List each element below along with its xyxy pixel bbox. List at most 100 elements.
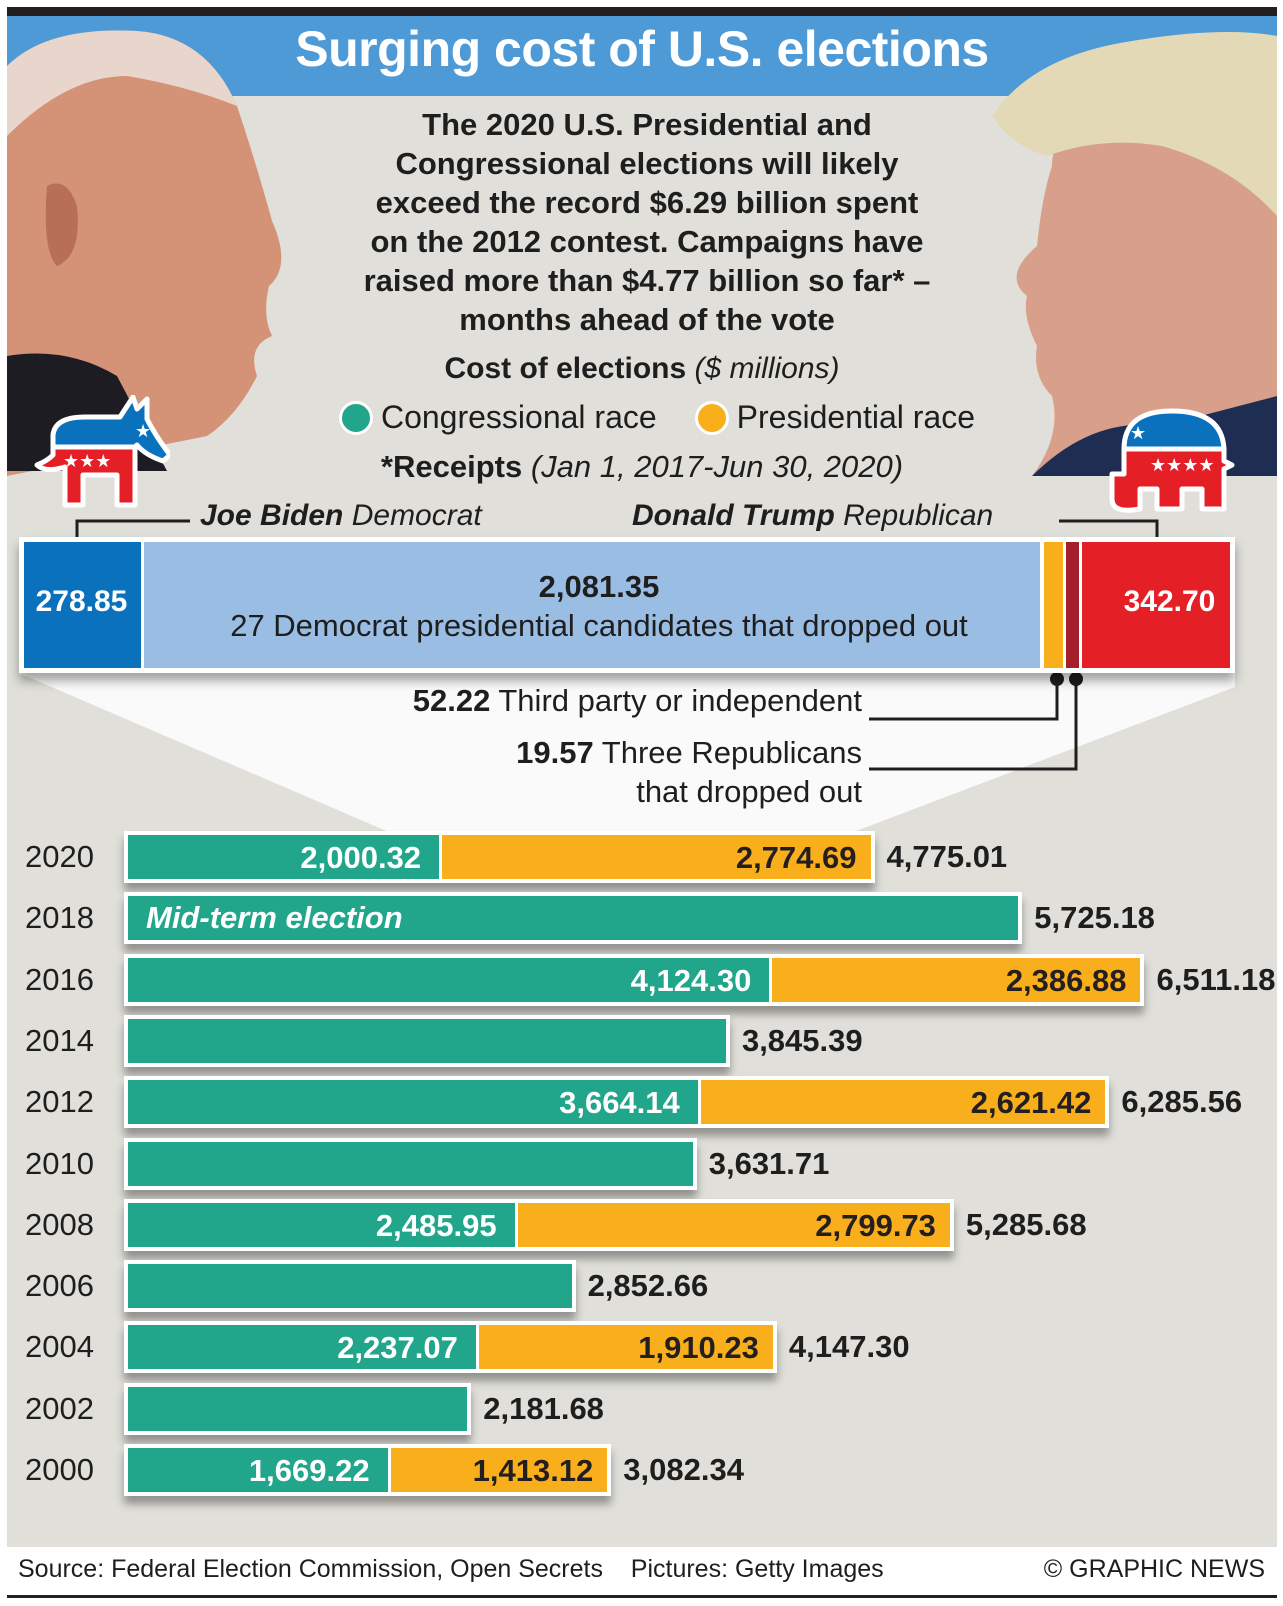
bar-row-2012: 3,664.14 2,621.42 — [124, 1076, 1110, 1129]
bar-row-2018 — [124, 892, 1023, 945]
bar-row-2008: 2,485.95 2,799.73 — [124, 1198, 954, 1251]
legend-swatch-congressional — [338, 400, 373, 435]
bar-congressional — [128, 1080, 698, 1125]
bar-total-label: 3,845.39 — [741, 1022, 863, 1058]
bar-congressional — [128, 1264, 572, 1309]
intro-line: The 2020 U.S. Presidential and — [422, 107, 872, 142]
bar-total-label: 2,852.66 — [587, 1268, 709, 1304]
dropped-democrats-text: 2,081.35 27 Democrat presidential candid… — [144, 567, 1054, 645]
bar-presidential — [772, 957, 1141, 1002]
bar-total-label: 3,631.71 — [708, 1145, 830, 1181]
trump-party: Republican — [843, 499, 994, 532]
bar-row-2010 — [124, 1137, 697, 1190]
biden-name: Joe Biden — [200, 499, 344, 532]
bar-label-congressional: 3,664.14 — [559, 1085, 680, 1121]
bar-congressional — [128, 1448, 388, 1492]
midterm-annotation: Mid-term election — [146, 900, 403, 936]
year-label: 2000 — [25, 1452, 94, 1487]
bar-label-presidential: 1,413.12 — [472, 1453, 594, 1488]
bar-congressional — [128, 1141, 693, 1186]
bar-row-2006 — [124, 1260, 576, 1313]
democrat-donkey-icon: ★ ★★★ — [34, 395, 170, 508]
intro-text: The 2020 U.S. Presidential and Congressi… — [307, 105, 987, 339]
bar-congressional — [128, 1386, 468, 1431]
year-label: 2008 — [25, 1206, 94, 1242]
bar-total-label: 2,181.68 — [483, 1390, 604, 1426]
funnel-graphic — [19, 519, 1235, 842]
bar-row-2020: 2,000.32 2,774.69 — [124, 831, 875, 883]
year-label: 2016 — [25, 961, 94, 997]
bar-total-label: 6,285.56 — [1121, 1084, 1243, 1120]
biden-value: 278.85 — [35, 585, 128, 618]
bar-label-presidential: 2,799.73 — [815, 1207, 936, 1243]
bar-label-congressional: 4,124.30 — [630, 962, 752, 998]
bar-label-presidential: 1,910.23 — [638, 1330, 759, 1366]
year-label: 2010 — [25, 1145, 94, 1181]
copyright-credit: © GRAPHIC NEWS — [1043, 1555, 1265, 1583]
chart-heading-title: Cost of elections — [444, 352, 687, 385]
trump-segment — [1081, 542, 1230, 668]
dropped-democrats-segment — [144, 542, 1041, 668]
legend-label: Congressional race — [380, 399, 657, 435]
bottom-rule — [7, 1595, 1277, 1598]
bar-total-label: 4,147.30 — [788, 1329, 910, 1365]
third-party-leader-dot — [1050, 672, 1064, 686]
legend-item-congressional: Congressional race — [338, 399, 657, 436]
bar-congressional — [128, 1018, 726, 1063]
bar-label-congressional: 2,237.07 — [337, 1330, 458, 1366]
biden-label: Joe Biden Democrat — [200, 499, 482, 533]
rep-dropped-value: 19.57 — [516, 735, 594, 770]
third-party-leader-line — [869, 679, 1059, 721]
chart-heading: Cost of elections ($ millions) — [7, 352, 1277, 386]
trump-value: 342.70 — [1123, 585, 1216, 618]
intro-line: months ahead of the vote — [459, 302, 835, 337]
bar-row-2014 — [124, 1014, 730, 1067]
pictures-credit: Pictures: Getty Images — [630, 1555, 884, 1583]
bar-congressional — [128, 957, 770, 1002]
third-party-label: Third party or independent — [498, 683, 862, 718]
chart-heading-unit: ($ millions) — [694, 352, 840, 385]
legend-swatch-presidential — [694, 400, 729, 435]
trump-name: Donald Trump — [632, 499, 835, 532]
trump-label: Donald Trump Republican — [632, 499, 993, 533]
legend: Congressional race Presidential race — [287, 399, 1027, 436]
svg-text:★: ★ — [1130, 423, 1146, 444]
bar-label-congressional: 2,485.95 — [375, 1207, 497, 1243]
bar-total-label: 5,725.18 — [1034, 900, 1155, 936]
bar-presidential — [442, 835, 871, 879]
infographic: Surging cost of U.S. elections The 2020 … — [7, 7, 1277, 1547]
year-label: 2002 — [25, 1390, 94, 1426]
year-label: 2020 — [25, 839, 94, 874]
receipts-dates: (Jan 1, 2017-Jun 30, 2020) — [530, 449, 904, 484]
funnel-shape — [19, 673, 1235, 842]
bar-total-label: 4,775.01 — [886, 839, 1008, 874]
bar-row-2000: 1,669.22 1,413.12 — [124, 1444, 612, 1496]
republican-elephant-icon: ★ ★★★★ — [1109, 408, 1235, 513]
bar-congressional — [128, 1202, 515, 1247]
dropped-democrats-value: 2,081.35 — [538, 569, 660, 604]
bar-label-congressional: 1,669.22 — [248, 1453, 370, 1488]
legend-item-presidential: Presidential race — [694, 399, 976, 436]
third-party-value: 52.22 — [412, 683, 491, 718]
year-label: 2012 — [25, 1084, 94, 1120]
bar-label-presidential: 2,386.88 — [1005, 962, 1127, 998]
rep-dropped-leader-line — [869, 679, 1078, 771]
source-text: Source: Federal Election Commission, Ope… — [18, 1555, 603, 1583]
receipts-note: *Receipts (Jan 1, 2017-Jun 30, 2020) — [7, 449, 1277, 485]
bar-label-congressional: 2,000.32 — [300, 840, 422, 875]
source-credit: Source: Federal Election Commission, Ope… — [18, 1555, 884, 1584]
footer: Source: Federal Election Commission, Ope… — [18, 1555, 1265, 1584]
legend-label: Presidential race — [736, 399, 976, 435]
rep-dropped-segment — [1066, 542, 1079, 668]
bar-row-2004: 2,237.07 1,910.23 — [124, 1321, 777, 1374]
svg-text:★★★: ★★★ — [63, 451, 111, 472]
biden-party: Democrat — [351, 499, 482, 532]
bar-presidential — [517, 1202, 950, 1247]
bar-presidential — [478, 1325, 773, 1370]
rep-dropped-label-line2: that dropped out — [636, 774, 862, 809]
top-rule — [7, 7, 1277, 16]
svg-text:★: ★ — [135, 421, 151, 442]
bar-total-label: 6,511.18 — [1156, 961, 1276, 997]
bar-congressional — [128, 835, 440, 879]
bar-label-presidential: 2,774.69 — [735, 840, 857, 875]
